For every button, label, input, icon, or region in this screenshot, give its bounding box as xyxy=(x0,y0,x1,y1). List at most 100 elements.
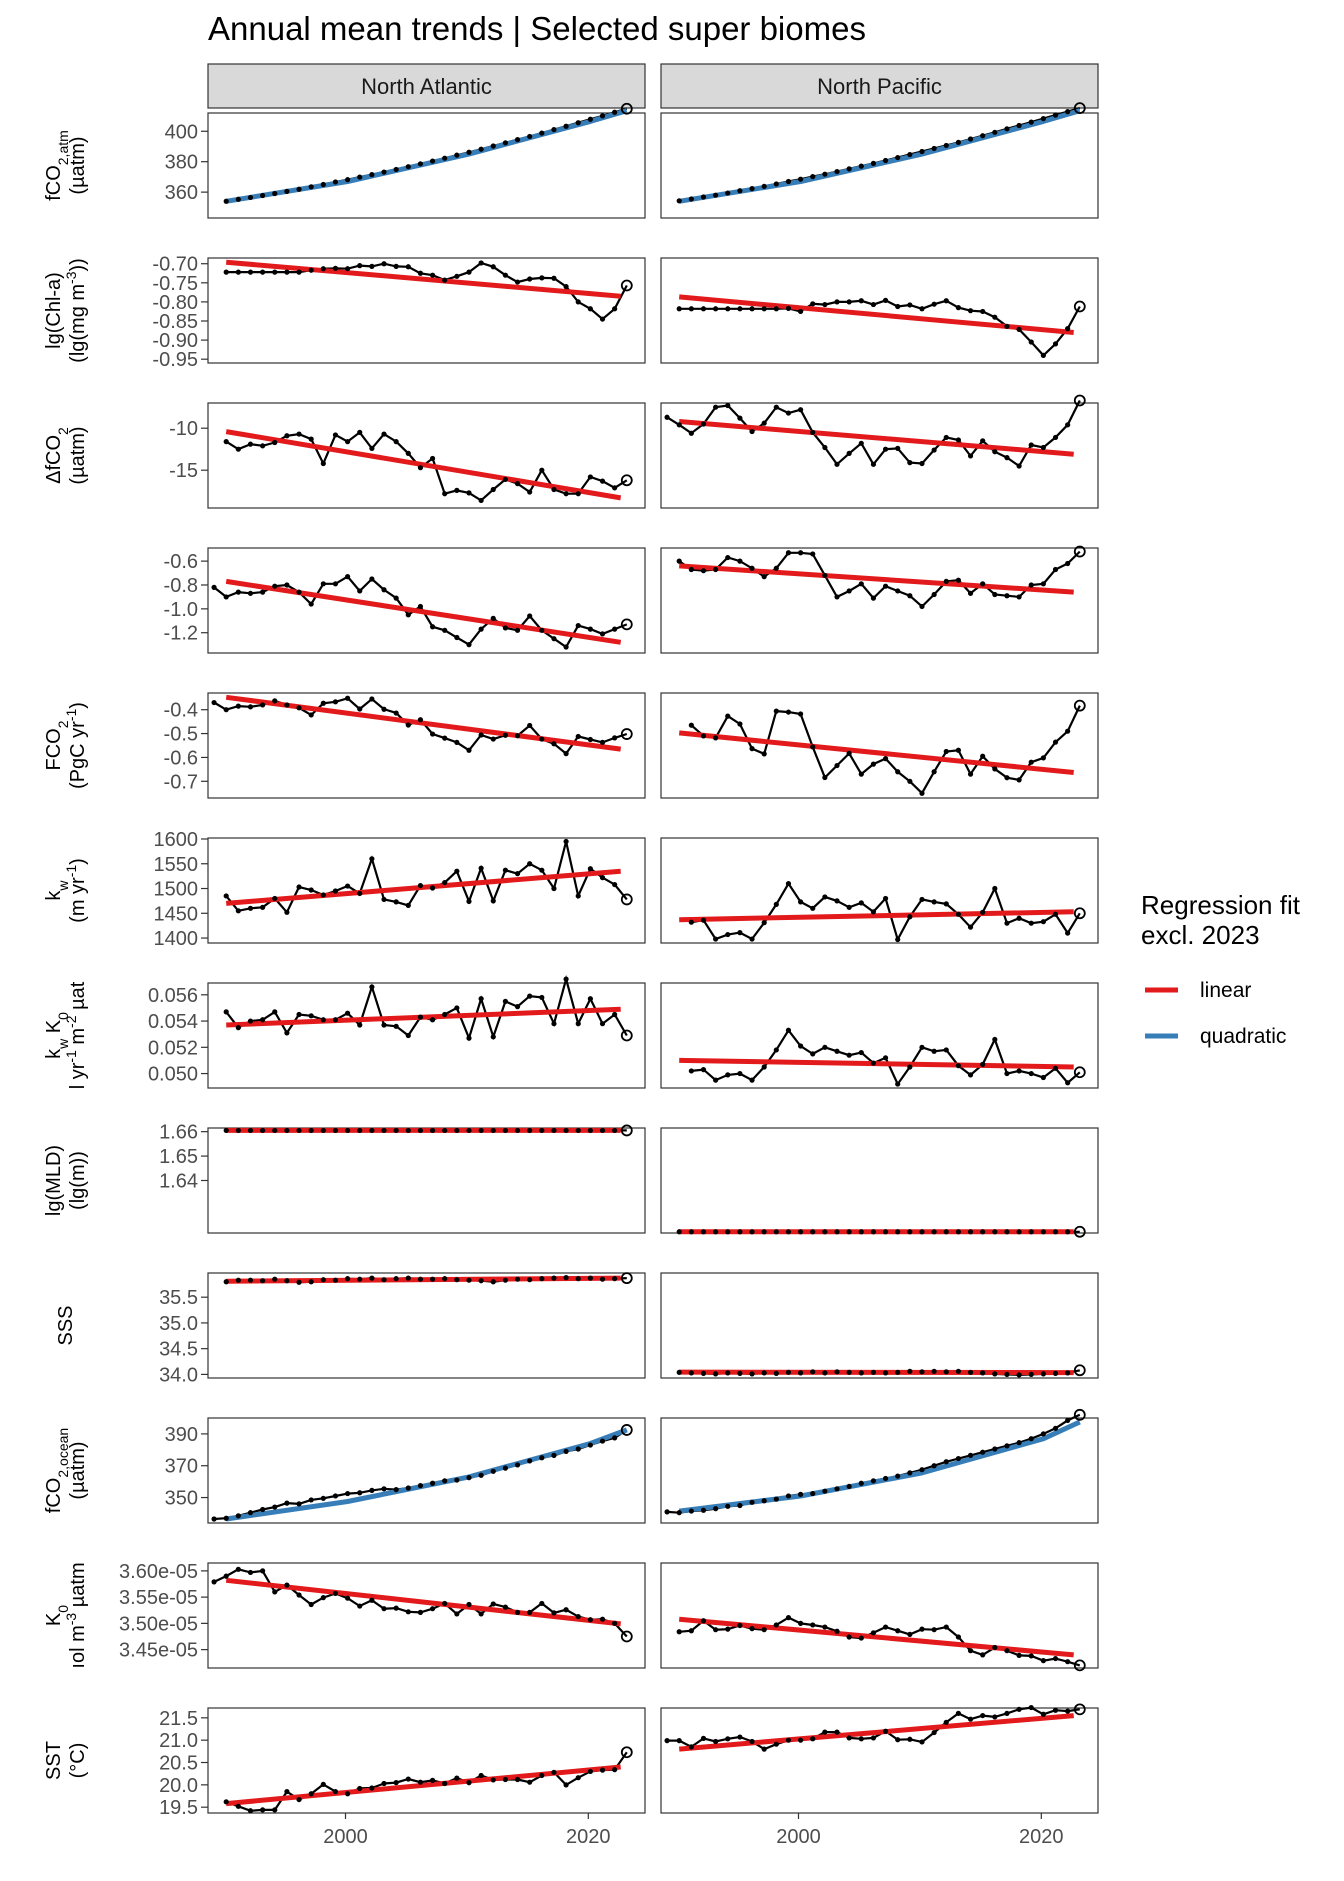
data-point xyxy=(1028,759,1034,765)
data-point xyxy=(967,1648,974,1654)
data-point xyxy=(296,705,302,711)
data-point xyxy=(992,885,998,892)
data-point xyxy=(688,1229,694,1235)
data-point xyxy=(320,1781,326,1788)
data-point xyxy=(1040,919,1046,925)
data-point xyxy=(478,1278,484,1284)
data-point xyxy=(1065,1229,1071,1235)
data-point xyxy=(551,1275,557,1281)
data-point xyxy=(320,1127,326,1134)
data-point xyxy=(688,196,694,202)
data-point xyxy=(810,1736,816,1742)
data-point xyxy=(260,1278,266,1284)
data-point xyxy=(539,627,545,633)
data-point xyxy=(612,1767,618,1773)
data-point xyxy=(454,739,460,745)
data-point xyxy=(490,615,496,621)
data-point xyxy=(539,1772,545,1779)
data-point xyxy=(1028,920,1034,926)
data-point xyxy=(713,404,719,410)
y-label-line-chla: (lg(mg m-3)) xyxy=(63,258,89,363)
data-point xyxy=(539,1455,545,1461)
data-point xyxy=(1040,116,1046,122)
data-point xyxy=(478,1472,484,1478)
data-point xyxy=(907,460,913,466)
linear-fit-line xyxy=(225,868,621,906)
data-point xyxy=(417,1014,424,1020)
y-tick-label-kw: 1450 xyxy=(154,903,199,925)
data-point xyxy=(700,1618,707,1624)
y-tick-label-sst: 21.5 xyxy=(159,1708,198,1730)
data-point xyxy=(429,272,436,278)
data-point xyxy=(235,1803,241,1809)
data-point xyxy=(417,1483,424,1489)
data-point xyxy=(284,702,290,708)
data-point xyxy=(931,1627,937,1633)
data-point xyxy=(527,1127,533,1134)
data-point xyxy=(846,1634,852,1640)
y-label-line-k0: ıol m-3 µatm xyxy=(63,1562,89,1668)
data-point xyxy=(810,1622,816,1628)
data-point xyxy=(1065,1659,1071,1665)
y-label-sss: SSS xyxy=(55,1305,77,1345)
data-point xyxy=(992,1446,998,1452)
data-point xyxy=(296,1279,302,1285)
data-point xyxy=(393,1780,399,1786)
data-point xyxy=(895,1229,901,1235)
data-point xyxy=(980,1712,986,1719)
data-point xyxy=(247,1808,254,1814)
data-point xyxy=(284,582,290,588)
legend-title-line-2: excl. 2023 xyxy=(1141,920,1260,950)
data-point xyxy=(575,491,581,497)
data-point xyxy=(466,1035,472,1041)
data-point xyxy=(1040,1074,1046,1081)
panel-border xyxy=(207,1272,646,1379)
data-point xyxy=(895,1081,901,1087)
data-point xyxy=(272,269,278,275)
data-point xyxy=(247,590,254,596)
data-point xyxy=(858,1049,864,1056)
data-point xyxy=(822,1729,828,1735)
data-point xyxy=(1028,1371,1034,1377)
facet-label-north-atlantic: North Atlantic xyxy=(361,74,492,99)
data-point xyxy=(369,445,375,451)
data-point xyxy=(919,1044,925,1050)
y-tick-label-kw: 1500 xyxy=(154,879,199,901)
y-tick-label-kwk0: 0.054 xyxy=(148,1011,198,1033)
data-point xyxy=(1028,119,1034,125)
data-point xyxy=(882,1370,889,1376)
data-point xyxy=(761,1064,767,1070)
data-point xyxy=(785,305,792,311)
point-2023 xyxy=(620,1029,633,1042)
panel-border xyxy=(660,1127,1099,1234)
data-point xyxy=(1052,1370,1059,1376)
data-point xyxy=(688,566,694,573)
y-tick-label-sss: 35.5 xyxy=(159,1287,198,1309)
data-point xyxy=(822,1624,828,1630)
data-point xyxy=(846,750,852,756)
data-point xyxy=(527,1458,533,1464)
data-point xyxy=(955,1063,962,1069)
data-point xyxy=(870,1060,877,1066)
data-point xyxy=(931,1368,937,1374)
data-point xyxy=(713,566,719,573)
y-tick-label-sss: 35.0 xyxy=(159,1313,198,1335)
data-point xyxy=(955,747,962,753)
data-point xyxy=(235,1127,241,1134)
data-point xyxy=(967,1229,974,1235)
y-tick-label-chla: -0.70 xyxy=(152,254,198,276)
legend: Regression fit excl. 2023 linear quadrat… xyxy=(1141,890,1301,1048)
data-point xyxy=(919,460,925,467)
data-point xyxy=(882,157,889,164)
data-point xyxy=(320,1277,326,1283)
data-point xyxy=(344,574,351,580)
data-point xyxy=(454,634,460,641)
data-point xyxy=(967,1072,974,1078)
data-point xyxy=(846,588,852,594)
data-point xyxy=(442,627,448,633)
data-point xyxy=(943,1624,949,1630)
data-point xyxy=(320,460,326,467)
data-point xyxy=(992,449,998,455)
data-point xyxy=(478,626,484,632)
y-tick-label-mld: 1.64 xyxy=(159,1171,198,1193)
